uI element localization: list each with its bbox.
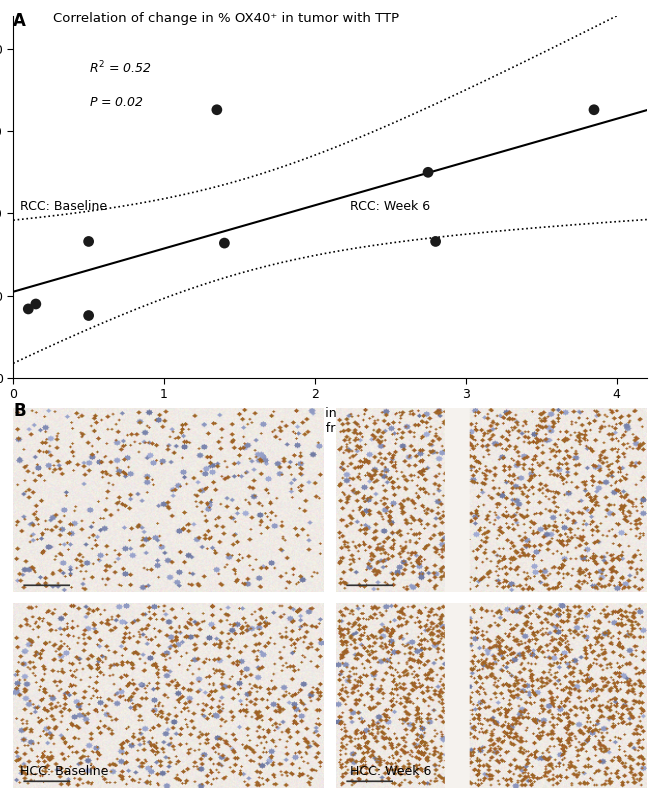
Text: HCC: Week 6: HCC: Week 6 bbox=[350, 766, 431, 778]
Point bbox=[83, 235, 94, 248]
Point bbox=[589, 103, 599, 116]
Text: RCC: Baseline: RCC: Baseline bbox=[20, 200, 107, 213]
Point bbox=[212, 103, 222, 116]
Text: HCC: Baseline: HCC: Baseline bbox=[20, 766, 108, 778]
Point bbox=[219, 236, 230, 249]
Point bbox=[23, 302, 34, 315]
Text: $R^2$ = 0.52: $R^2$ = 0.52 bbox=[89, 60, 152, 76]
Point bbox=[83, 309, 94, 322]
Text: A: A bbox=[13, 12, 26, 30]
Point bbox=[423, 166, 434, 178]
Point bbox=[430, 235, 441, 248]
Text: RCC: Week 6: RCC: Week 6 bbox=[350, 200, 430, 213]
Text: B: B bbox=[13, 402, 26, 420]
Text: $P$ = 0.02: $P$ = 0.02 bbox=[89, 96, 145, 108]
X-axis label: OX40⁺ in tumor
(fold change from baseline): OX40⁺ in tumor (fold change from baselin… bbox=[244, 407, 416, 435]
Text: Correlation of change in % OX40⁺ in tumor with TTP: Correlation of change in % OX40⁺ in tumo… bbox=[53, 12, 399, 25]
Point bbox=[30, 298, 41, 310]
